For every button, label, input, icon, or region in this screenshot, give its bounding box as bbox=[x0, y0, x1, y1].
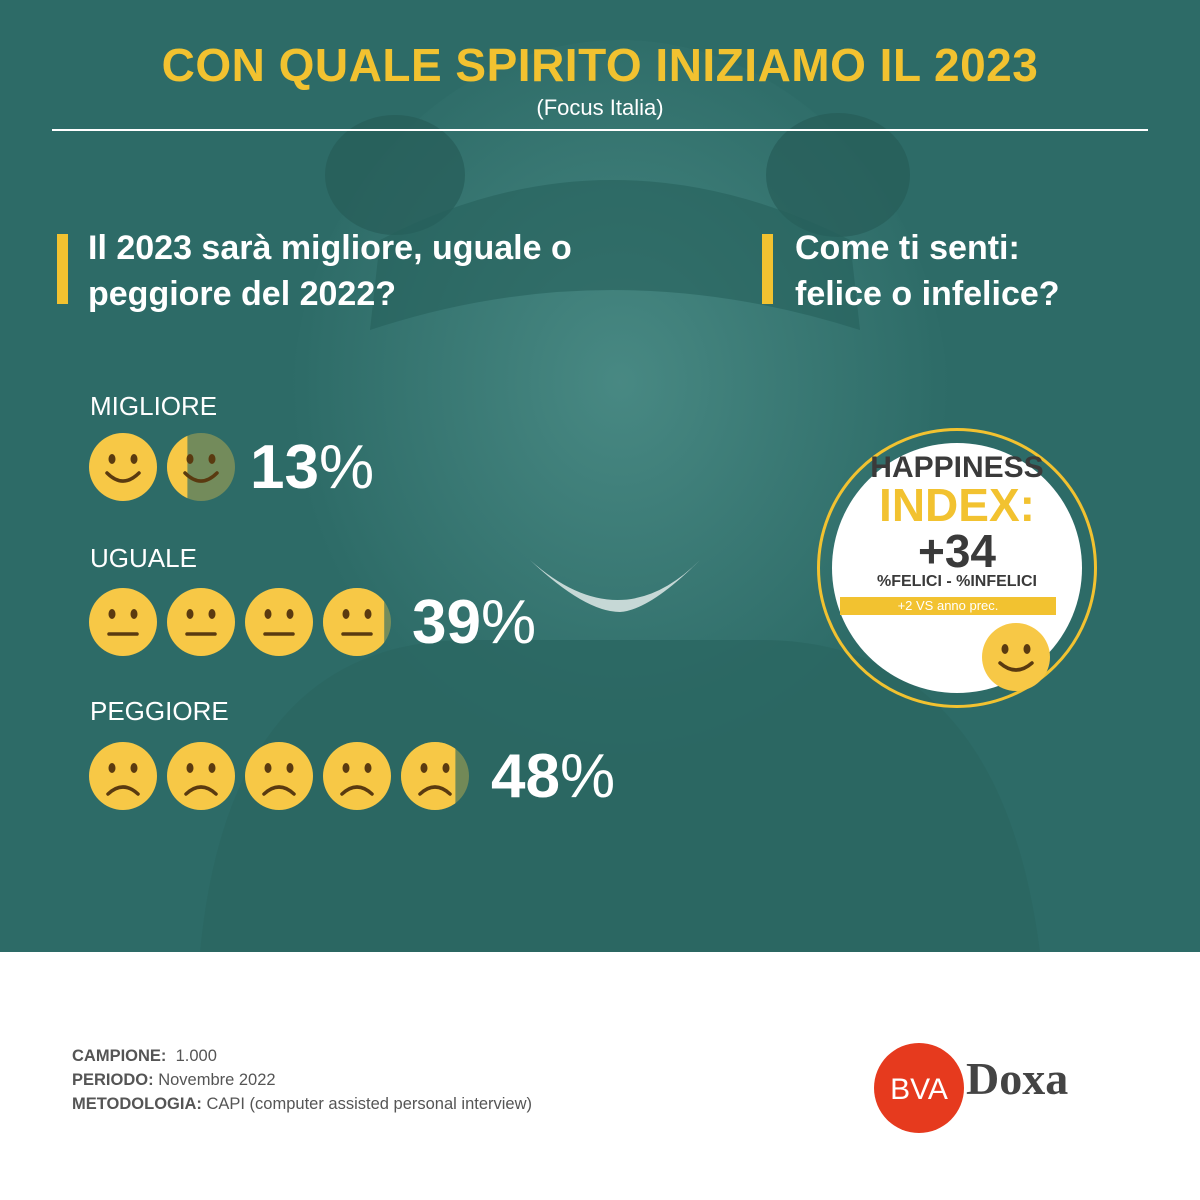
happiness-index-change-badge: +2 VS anno prec. bbox=[840, 597, 1056, 615]
happiness-index-heading: INDEX: bbox=[879, 479, 1035, 531]
question-left-line1: Il 2023 sarà migliore, uguale o bbox=[88, 229, 572, 267]
methodology-sample: CAMPIONE: 1.000 bbox=[72, 1047, 217, 1066]
page-title: CON QUALE SPIRITO INIZIAMO IL 2023 bbox=[161, 39, 1039, 91]
smiley-sad-icon bbox=[245, 742, 313, 810]
percent-label-peggiore: 48% bbox=[491, 741, 615, 812]
question-right: Come ti senti: felice o infelice? bbox=[795, 225, 1060, 317]
smiley-neutral-icon bbox=[245, 588, 313, 656]
percent-value-migliore: 13 bbox=[250, 433, 319, 502]
smiley-happy-icon bbox=[167, 433, 235, 501]
sample-value: 1.000 bbox=[175, 1047, 217, 1065]
question-left-line2: peggiore del 2022? bbox=[88, 275, 396, 313]
happiness-index-ring bbox=[817, 428, 1097, 708]
category-label-uguale: UGUALE bbox=[90, 543, 197, 573]
category-label-migliore: MIGLIORE bbox=[90, 391, 218, 421]
percent-value-uguale: 39 bbox=[412, 588, 481, 657]
question-right-accent-bar bbox=[762, 234, 773, 304]
percent-sign: % bbox=[559, 742, 616, 811]
happiness-index-value: +34 bbox=[917, 525, 997, 577]
percent-label-migliore: 13% bbox=[250, 432, 374, 503]
smiley-sad-icon bbox=[89, 742, 157, 810]
period-label: PERIODO: bbox=[72, 1071, 154, 1089]
smiley-happy-icon bbox=[982, 623, 1050, 691]
woman-photo-background bbox=[290, 40, 950, 800]
happiness-index-formula: %FELICI - %INFELICI bbox=[877, 573, 1037, 590]
emoji-pictogram-chart bbox=[89, 433, 469, 810]
method-value: CAPI (computer assisted personal intervi… bbox=[206, 1095, 532, 1113]
smiley-sad-icon bbox=[167, 742, 235, 810]
methodology-period: PERIODO: Novembre 2022 bbox=[72, 1071, 276, 1090]
category-label-peggiore: PEGGIORE bbox=[90, 696, 229, 726]
smiley-neutral-icon bbox=[89, 588, 157, 656]
doxa-logo-text: Doxa bbox=[966, 1053, 1069, 1104]
method-label: METODOLOGIA: bbox=[72, 1095, 202, 1113]
percent-label-uguale: 39% bbox=[412, 587, 536, 658]
happiness-index-label: HAPPINESS bbox=[870, 451, 1044, 484]
percent-value-peggiore: 48 bbox=[491, 742, 560, 811]
methodology-method: METODOLOGIA: CAPI (computer assisted per… bbox=[72, 1095, 532, 1114]
title-divider bbox=[52, 129, 1148, 131]
smiley-sad-icon bbox=[401, 742, 469, 810]
smiley-neutral-icon bbox=[323, 588, 391, 656]
question-right-line2: felice o infelice? bbox=[795, 275, 1060, 313]
bva-logo-text: BVA bbox=[890, 1073, 948, 1106]
smiley-happy-icon bbox=[89, 433, 157, 501]
bva-logo: BVA bbox=[874, 1043, 964, 1133]
percent-sign: % bbox=[318, 433, 375, 502]
percent-sign: % bbox=[480, 588, 537, 657]
question-left: Il 2023 sarà migliore, uguale o peggiore… bbox=[88, 225, 572, 317]
question-left-accent-bar bbox=[57, 234, 68, 304]
sample-label: CAMPIONE: bbox=[72, 1047, 167, 1065]
smiley-sad-icon bbox=[323, 742, 391, 810]
smiley-neutral-icon bbox=[167, 588, 235, 656]
question-right-line1: Come ti senti: bbox=[795, 229, 1020, 267]
page-subtitle: (Focus Italia) bbox=[536, 95, 664, 120]
period-value: Novembre 2022 bbox=[158, 1071, 276, 1089]
